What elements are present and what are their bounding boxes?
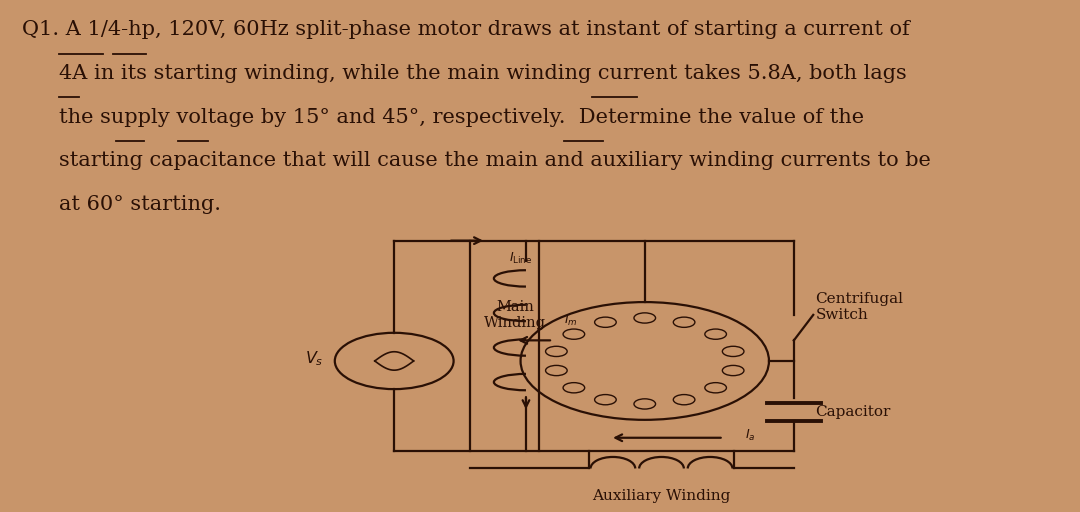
Text: $I_{\mathrm{Line}}$: $I_{\mathrm{Line}}$ — [509, 251, 532, 266]
Text: Capacitor: Capacitor — [815, 405, 891, 419]
Text: Q1. A 1/4-hp, 120V, 60Hz split-phase motor draws at instant of starting a curren: Q1. A 1/4-hp, 120V, 60Hz split-phase mot… — [22, 20, 909, 39]
Text: Auxiliary Winding: Auxiliary Winding — [592, 489, 731, 503]
Text: Centrifugal
Switch: Centrifugal Switch — [815, 292, 903, 322]
Text: at 60° starting.: at 60° starting. — [59, 195, 221, 214]
Text: $I_a$: $I_a$ — [745, 428, 756, 443]
Text: Main
Winding: Main Winding — [484, 300, 546, 330]
Text: the supply voltage by 15° and 45°, respectively.  Determine the value of the: the supply voltage by 15° and 45°, respe… — [59, 108, 864, 126]
Text: $I_m$: $I_m$ — [564, 312, 578, 328]
Text: starting capacitance that will cause the main and auxiliary winding currents to : starting capacitance that will cause the… — [59, 151, 931, 170]
Text: $V_s$: $V_s$ — [306, 349, 324, 368]
Text: 4A in its starting winding, while the main winding current takes 5.8A, both lags: 4A in its starting winding, while the ma… — [59, 64, 907, 83]
